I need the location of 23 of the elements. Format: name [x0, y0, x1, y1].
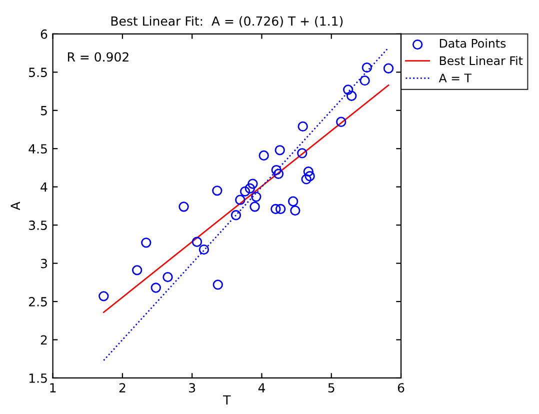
- y-tick-label: 6: [40, 29, 48, 39]
- y-axis-title: A: [10, 202, 20, 210]
- y-tick-label: 3: [40, 258, 47, 268]
- x-tick-label: 2: [119, 383, 126, 392]
- legend-label: Best Linear Fit: [440, 56, 523, 66]
- y-tick-label: 4: [40, 182, 48, 192]
- legend-label: Data Points: [440, 38, 506, 48]
- annotation: R = 0.902: [68, 52, 128, 62]
- y-tick-label: 2: [40, 335, 47, 345]
- legend-label: A = T: [438, 74, 472, 82]
- y-tick-label: 5: [40, 106, 47, 116]
- x-tick-label: 6: [398, 383, 404, 393]
- y-tick-label: 1.5: [29, 374, 47, 383]
- chart-title: Best Linear Fit: A = (0.726) T + (1.1): [111, 16, 343, 28]
- y-tick-label: 3.5: [29, 220, 47, 230]
- y-tick-label: 4.5: [28, 144, 47, 154]
- y-tick-label: 5.5: [29, 68, 47, 78]
- x-tick-label: 3: [189, 383, 196, 393]
- x-tick-label: 1: [50, 383, 56, 392]
- x-tick-label: 4: [258, 383, 266, 392]
- x-axis-title: T: [223, 395, 231, 404]
- y-tick-label: 2.5: [29, 297, 47, 306]
- x-tick-label: 5: [328, 383, 334, 393]
